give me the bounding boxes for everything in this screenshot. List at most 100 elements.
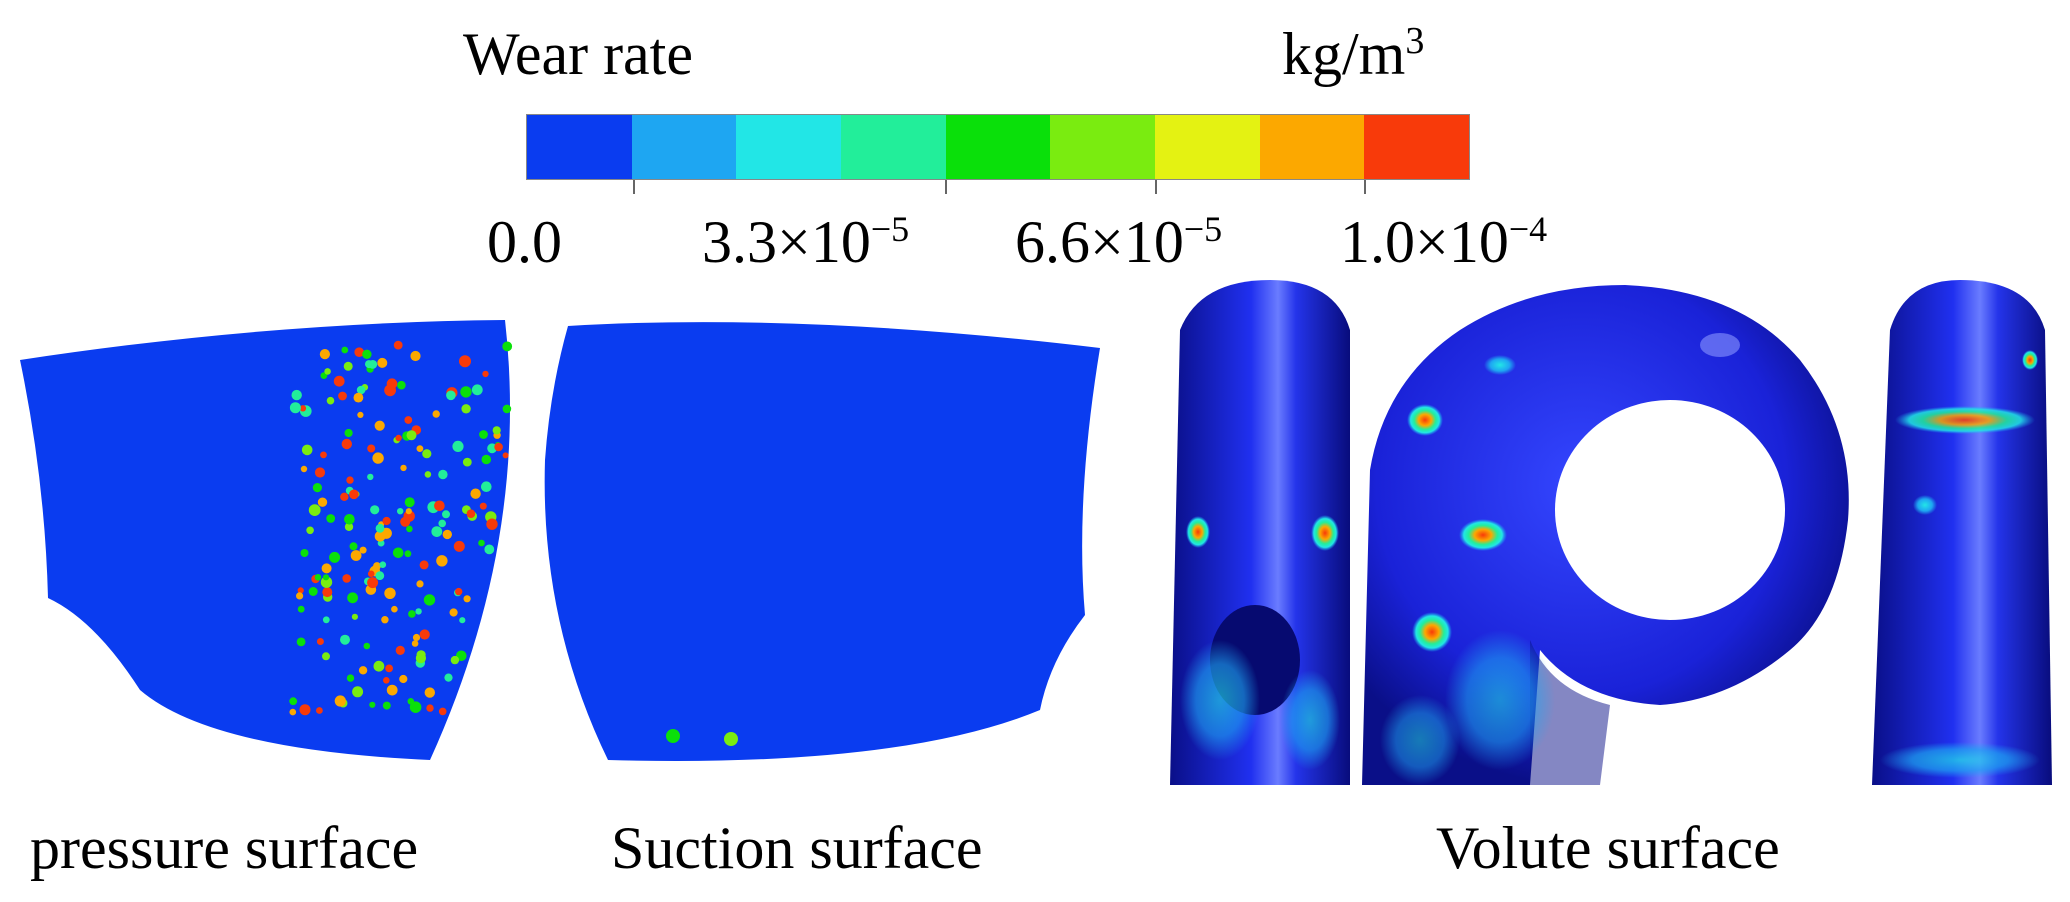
pressure-wear-dot — [482, 370, 489, 378]
colorbar-tick — [1364, 180, 1366, 194]
pressure-wear-dot — [379, 561, 387, 568]
pressure-wear-dot — [392, 547, 404, 559]
pressure-wear-dot — [299, 704, 311, 716]
pressure-surface-caption: pressure surface — [30, 815, 419, 881]
pressure-wear-dot — [316, 638, 324, 645]
pressure-wear-dot — [406, 525, 413, 533]
pressure-wear-dot — [409, 701, 422, 713]
pressure-wear-dot — [299, 405, 307, 412]
pressure-wear-dot — [349, 489, 359, 500]
pressure-wear-dot — [367, 444, 376, 453]
pressure-wear-dot — [449, 608, 458, 617]
pressure-wear-dot — [391, 605, 398, 613]
pressure-wear-dot — [374, 420, 385, 431]
pressure-wear-dot — [375, 523, 385, 533]
pressure-wear-dot — [410, 350, 421, 362]
pressure-wear-dot — [381, 616, 389, 624]
pressure-wear-dot — [377, 357, 388, 368]
colorbar — [526, 114, 1470, 180]
pressure-wear-dot — [397, 380, 406, 390]
pressure-wear-dot — [460, 386, 472, 398]
pressure-wear-dot — [329, 551, 341, 563]
pressure-wear-dot — [412, 633, 421, 642]
pressure-wear-dot — [369, 701, 376, 708]
colorbar-segment — [631, 115, 737, 179]
pressure-wear-dot — [432, 410, 440, 418]
pressure-wear-dot — [300, 465, 308, 473]
pressure-wear-dot — [372, 452, 384, 464]
pressure-wear-dot — [442, 510, 450, 519]
pressure-wear-dot — [404, 497, 415, 508]
pressure-wear-dot — [492, 426, 501, 435]
pressure-wear-dot — [333, 375, 345, 387]
pressure-surface-blade — [20, 320, 510, 760]
pressure-wear-dot — [347, 592, 358, 604]
pressure-wear-dot — [321, 563, 332, 574]
pressure-wear-dot — [431, 526, 443, 537]
pressure-wear-dot — [291, 389, 302, 401]
pressure-wear-dot — [320, 576, 333, 588]
colorbar-segment — [1050, 115, 1156, 179]
pressure-wear-dot — [340, 492, 349, 501]
pressure-wear-dot — [297, 587, 304, 594]
pressure-wear-dot — [375, 571, 385, 581]
pressure-wear-dot — [461, 404, 471, 414]
pressure-wear-dot — [415, 653, 426, 664]
pressure-wear-dot — [349, 542, 358, 551]
pressure-wear-dot — [426, 704, 434, 712]
pressure-wear-dot — [350, 550, 362, 561]
pressure-wear-dot — [481, 481, 492, 493]
pressure-wear-dot — [353, 392, 364, 403]
pressure-wear-dot — [419, 629, 430, 640]
pressure-wear-dot — [502, 452, 509, 459]
pressure-wear-dot — [351, 613, 358, 620]
tick-label-min: 0.0 — [487, 209, 562, 275]
pressure-wear-dot — [341, 438, 352, 450]
pressure-wear-dot — [386, 684, 398, 696]
pressure-wear-dot — [338, 391, 347, 401]
pressure-wear-dot — [301, 444, 313, 456]
pressure-wear-dot — [455, 587, 463, 596]
colorbar-segment — [1364, 115, 1470, 179]
pressure-wear-dot — [312, 483, 322, 493]
pressure-wear-dot — [346, 476, 354, 484]
pressure-wear-dot — [395, 645, 405, 656]
pressure-wear-dot — [450, 655, 460, 665]
pressure-wear-dot — [334, 695, 346, 707]
pressure-wear-dot — [400, 516, 411, 527]
tick-label-2: 6.6×10−5 — [1015, 209, 1223, 275]
pressure-wear-dot — [289, 708, 297, 716]
pressure-wear-dot — [341, 346, 349, 354]
pressure-wear-dot — [342, 574, 352, 583]
pressure-wear-dot — [308, 504, 321, 516]
pressure-wear-dot — [463, 595, 471, 603]
pressure-wear-dot — [479, 430, 488, 439]
pressure-wear-dot — [407, 698, 415, 705]
pressure-wear-dot — [404, 416, 413, 424]
pressure-wear-dot — [459, 355, 471, 368]
pressure-wear-dot — [344, 514, 355, 525]
pressure-wear-dot — [384, 587, 396, 599]
pressure-wear-dot — [486, 518, 498, 530]
pressure-wear-dot — [479, 502, 487, 510]
pressure-wear-dot — [395, 434, 402, 442]
volute-right-tube — [1872, 280, 2052, 785]
pressure-wear-dot — [289, 697, 298, 706]
pressure-wear-dot — [422, 449, 432, 459]
pressure-wear-dot — [320, 451, 327, 459]
pressure-wear-dot — [358, 666, 368, 675]
pressure-wear-dot — [373, 660, 385, 672]
pressure-wear-dot — [502, 341, 513, 352]
suction-surface-blade — [544, 322, 1100, 761]
volute-left-tube — [1170, 280, 1350, 785]
colorbar-segment — [841, 115, 946, 179]
pressure-wear-dot — [400, 464, 407, 472]
pressure-wear-dot — [359, 546, 367, 554]
pressure-wear-dot — [365, 360, 373, 369]
pressure-wear-dot — [438, 469, 448, 480]
pressure-wear-dot — [470, 488, 481, 499]
pressure-wear-dot — [322, 616, 330, 624]
pressure-wear-dot — [296, 592, 304, 600]
pressure-wear-dot — [289, 402, 301, 414]
